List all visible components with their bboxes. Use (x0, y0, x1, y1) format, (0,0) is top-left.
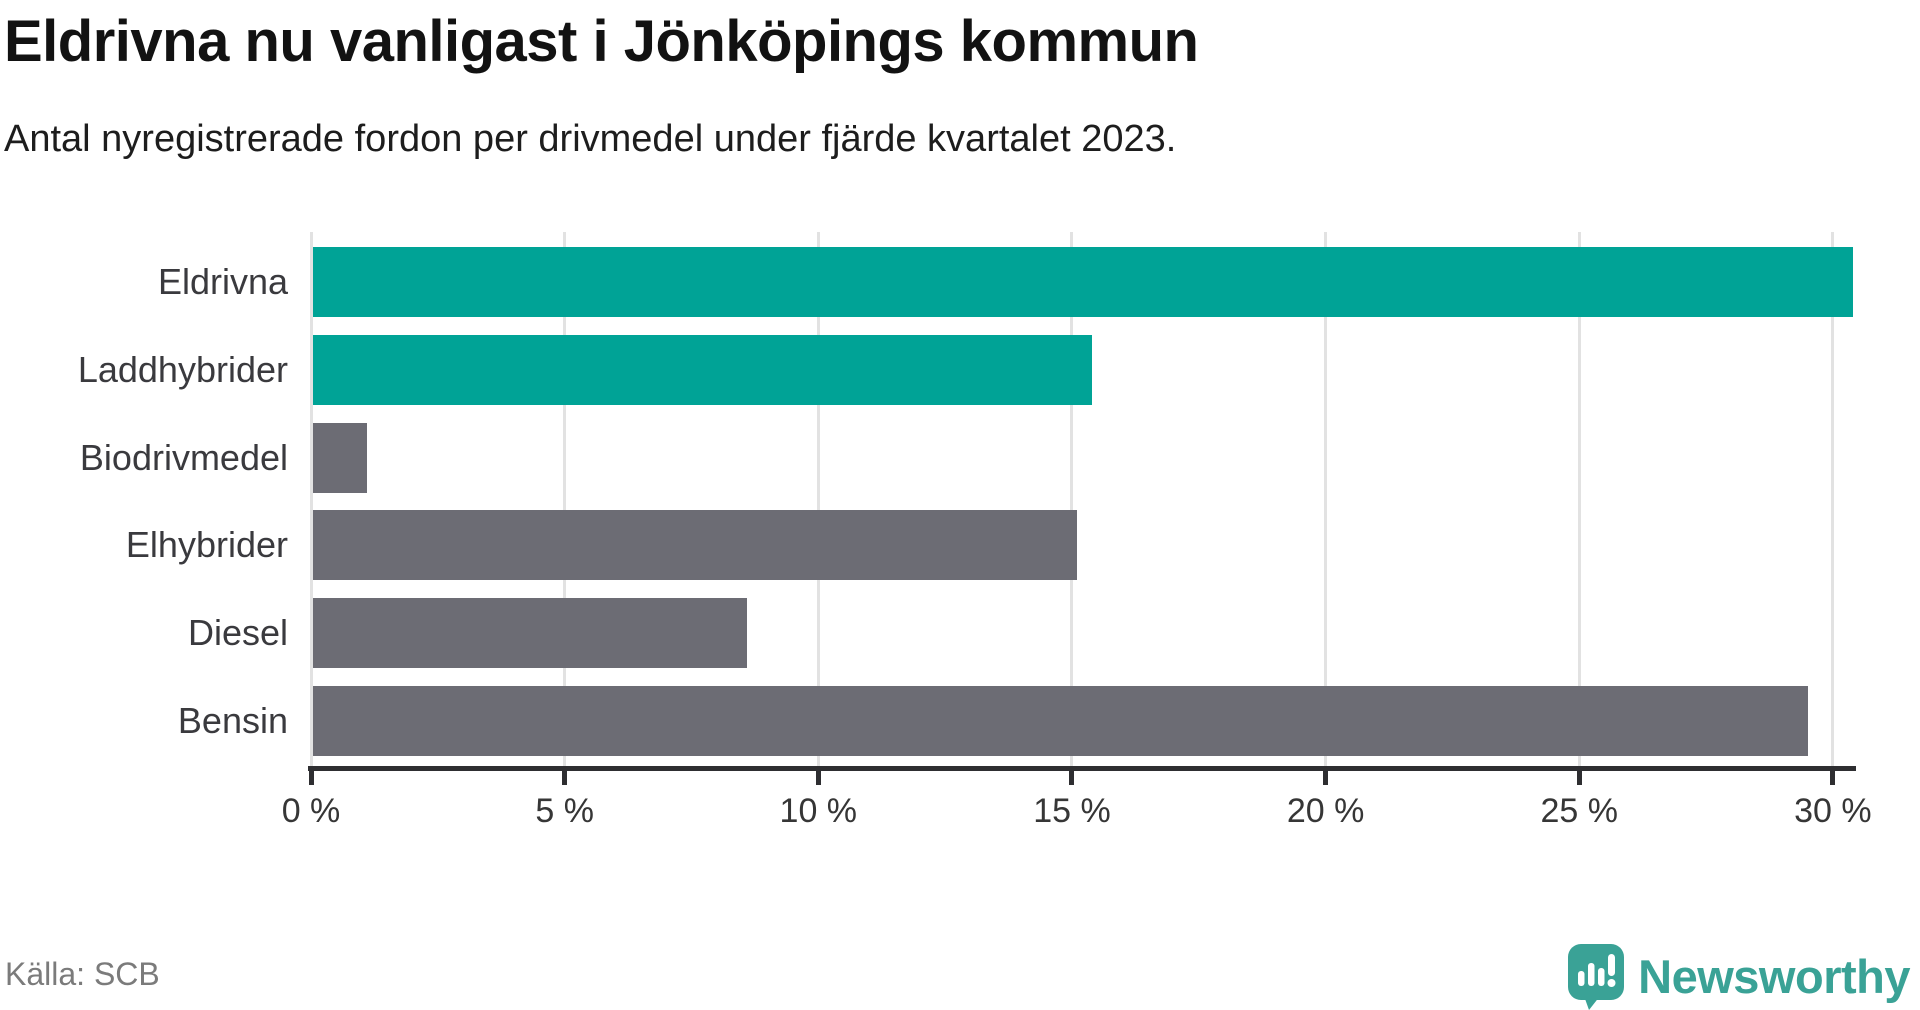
x-axis-line (308, 766, 1856, 771)
category-label-diesel: Diesel (187, 612, 288, 654)
bar-bensin (312, 686, 1808, 756)
bar-diesel (312, 598, 748, 669)
x-tick-label-30: 30 % (1794, 792, 1872, 830)
x-tick-label-10: 10 % (779, 792, 858, 830)
bar-eldrivna (312, 247, 1854, 317)
x-tick-25 (1576, 766, 1582, 785)
x-tick-15 (1069, 766, 1075, 785)
gridline-0 (309, 232, 313, 766)
gridline-5 (563, 232, 567, 766)
newsworthy-wordmark: Newsworthy (1638, 950, 1910, 1003)
x-tick-label-5: 5 % (535, 792, 594, 830)
gridline-10 (816, 232, 820, 766)
bar-elhybrider (312, 510, 1078, 581)
x-tick-10 (815, 766, 821, 785)
x-tick-20 (1323, 766, 1329, 785)
category-label-bensin: Bensin (177, 700, 288, 741)
category-label-elhybrider: Elhybrider (125, 524, 288, 566)
newsworthy-bubble-icon (1568, 944, 1625, 1010)
category-label-biodrivmedel: Biodrivmedel (79, 436, 288, 478)
x-tick-0 (308, 766, 314, 785)
chart-title: Eldrivna nu vanligast i Jönköpings kommu… (4, 9, 1199, 74)
chart-subtitle: Antal nyregistrerade fordon per drivmede… (4, 118, 1177, 160)
bar-biodrivmedel (312, 422, 367, 493)
gridline-15 (1070, 232, 1074, 766)
x-tick-label-25: 25 % (1540, 792, 1619, 830)
category-label-laddhybrider: Laddhybrider (77, 348, 288, 390)
x-tick-label-20: 20 % (1286, 792, 1365, 830)
category-label-eldrivna: Eldrivna (157, 261, 288, 302)
gridline-25 (1577, 232, 1581, 766)
source-note: Källa: SCB (5, 956, 160, 992)
gridline-30 (1831, 232, 1835, 766)
x-tick-5 (562, 766, 568, 785)
x-tick-label-15: 15 % (1033, 792, 1111, 830)
x-tick-label-0: 0 % (281, 792, 341, 830)
gridline-20 (1324, 232, 1328, 766)
newsworthy-logo[interactable]: Newsworthy (1568, 944, 1910, 1010)
bar-laddhybrider (312, 334, 1093, 405)
x-tick-30 (1830, 766, 1836, 785)
